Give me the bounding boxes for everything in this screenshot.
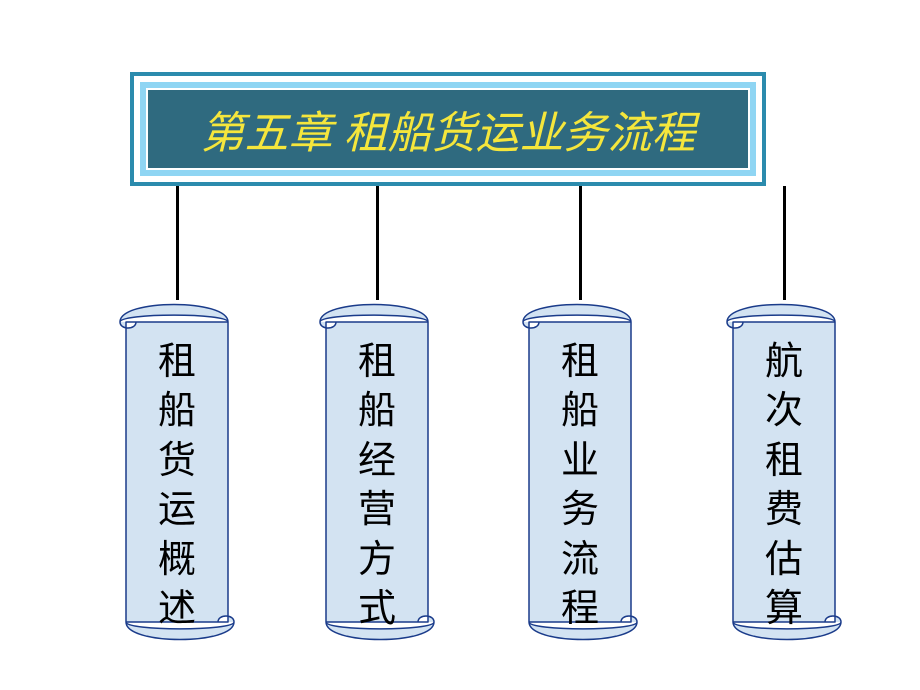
scroll-char: 费 [765, 486, 803, 535]
scroll-char: 经 [358, 437, 396, 486]
scroll-char: 算 [765, 585, 803, 634]
scroll-char: 估 [765, 536, 803, 585]
scroll-box-4: 航次租费估算 [725, 296, 843, 648]
scroll-char: 租 [561, 338, 599, 387]
scroll-box-2: 租船经营方式 [318, 296, 436, 648]
chapter-title-box: 第五章 租船货运业务流程 [130, 72, 766, 186]
connector-line-4 [783, 186, 786, 300]
chapter-title-text: 第五章 租船货运业务流程 [201, 97, 696, 161]
scroll-box-3: 租船业务流程 [521, 296, 639, 648]
scroll-char: 航 [765, 338, 803, 387]
scroll-char: 程 [561, 585, 599, 634]
scroll-char: 租 [765, 437, 803, 486]
scroll-box-1: 租船货运概述 [118, 296, 236, 648]
scroll-char: 租 [358, 338, 396, 387]
scroll-text-1: 租船货运概述 [118, 338, 236, 634]
scroll-char: 船 [561, 387, 599, 436]
scroll-text-4: 航次租费估算 [725, 338, 843, 634]
connector-line-1 [176, 186, 179, 300]
scroll-char: 运 [158, 486, 196, 535]
scroll-char: 船 [358, 387, 396, 436]
connector-line-3 [579, 186, 582, 300]
scroll-char: 述 [158, 585, 196, 634]
scroll-text-2: 租船经营方式 [318, 338, 436, 634]
scroll-char: 业 [561, 437, 599, 486]
scroll-char: 流 [561, 536, 599, 585]
scroll-char: 货 [158, 437, 196, 486]
connector-line-2 [376, 186, 379, 300]
scroll-char: 船 [158, 387, 196, 436]
scroll-char: 务 [561, 486, 599, 535]
scroll-char: 概 [158, 536, 196, 585]
scroll-char: 租 [158, 338, 196, 387]
scroll-char: 次 [765, 387, 803, 436]
scroll-char: 方 [358, 536, 396, 585]
scroll-char: 式 [358, 585, 396, 634]
scroll-text-3: 租船业务流程 [521, 338, 639, 634]
scroll-char: 营 [358, 486, 396, 535]
